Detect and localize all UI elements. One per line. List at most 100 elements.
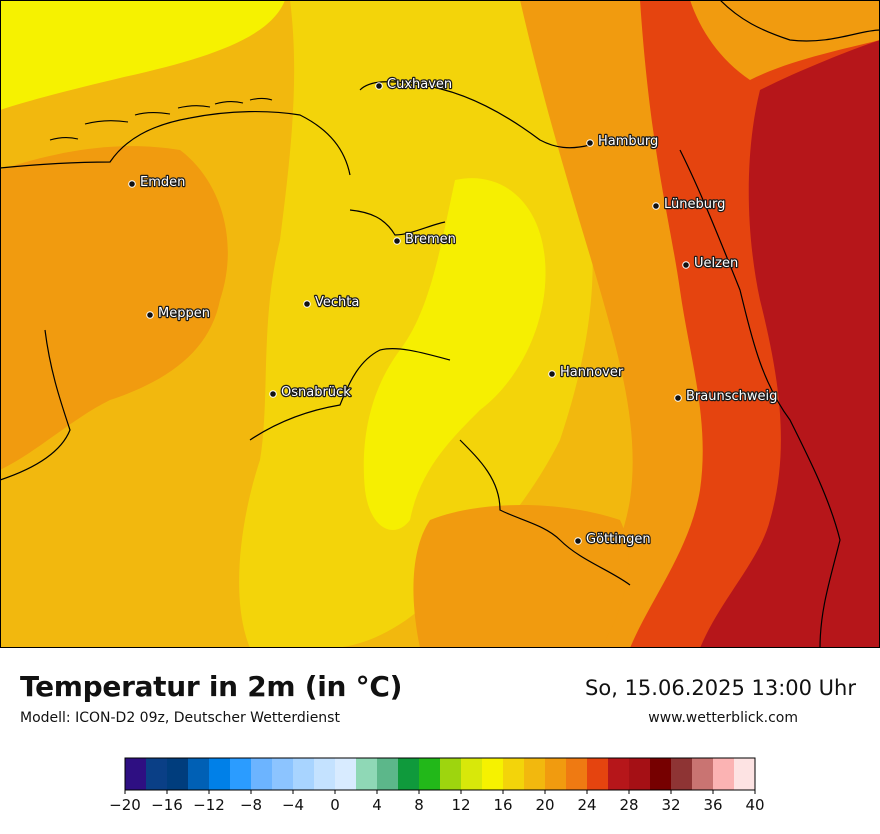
city-dot xyxy=(146,311,154,319)
border-north-east xyxy=(719,0,880,42)
legend-swatch xyxy=(482,758,504,790)
city-dot xyxy=(548,370,556,378)
legend-swatch xyxy=(167,758,189,790)
legend-swatch xyxy=(587,758,609,790)
legend-swatch xyxy=(125,758,147,790)
border-hesse xyxy=(459,439,631,586)
temperature-zone-cool-core xyxy=(363,178,546,531)
legend-swatch xyxy=(671,758,693,790)
legend-tick-label: 28 xyxy=(619,796,638,814)
city-hannover: Hannover xyxy=(548,364,625,381)
border-netherlands xyxy=(0,329,71,481)
legend-swatch xyxy=(377,758,399,790)
coastline-west xyxy=(0,110,351,176)
city-dot xyxy=(674,394,682,402)
legend-tick-label: −8 xyxy=(240,796,262,814)
legend-tick-label: 40 xyxy=(745,796,764,814)
legend-swatch xyxy=(461,758,483,790)
city-label: Cuxhaven xyxy=(387,77,452,92)
city-markers: Cuxhaven Hamburg Emden Lüneburg Bremen U… xyxy=(128,76,779,548)
city-dot xyxy=(682,261,690,269)
border-nrw xyxy=(249,348,451,441)
city-lueneburg: Lüneburg xyxy=(652,196,727,213)
legend-swatch xyxy=(314,758,336,790)
city-label: Bremen xyxy=(405,232,456,247)
city-dot xyxy=(393,237,401,245)
legend-frame xyxy=(124,757,756,791)
legend-swatch xyxy=(608,758,630,790)
borders xyxy=(0,0,880,648)
city-label: Lüneburg xyxy=(664,197,725,212)
legend-swatch xyxy=(398,758,420,790)
color-legend: −20 −16 −12 −8 −4 0 4 8 12 16 20 24 28 32 36 40 xyxy=(0,750,880,830)
city-label: Hannover xyxy=(560,365,624,380)
legend-swatch xyxy=(230,758,252,790)
city-label: Meppen xyxy=(158,306,210,321)
legend-swatch xyxy=(251,758,273,790)
city-label: Vechta xyxy=(315,295,359,310)
city-label: Hamburg xyxy=(598,134,658,149)
legend-swatch xyxy=(293,758,315,790)
bremen-border xyxy=(349,209,446,236)
legend-swatch xyxy=(419,758,441,790)
border-east xyxy=(679,149,841,648)
legend-swatch xyxy=(545,758,567,790)
city-dot xyxy=(652,202,660,210)
island xyxy=(249,97,273,101)
city-emden: Emden xyxy=(128,174,187,191)
legend-tick-label: 32 xyxy=(661,796,680,814)
legend-swatch xyxy=(335,758,357,790)
city-label: Braunschweig xyxy=(686,389,777,404)
legend-swatch xyxy=(629,758,651,790)
city-label: Göttingen xyxy=(586,532,651,547)
temperature-zone-far-east xyxy=(700,40,880,648)
legend-tick-label: −16 xyxy=(151,796,183,814)
island xyxy=(84,120,129,125)
legend-tick-label: 0 xyxy=(330,796,340,814)
city-goettingen: Göttingen xyxy=(574,531,652,548)
legend-tick-label: 12 xyxy=(451,796,470,814)
city-vechta: Vechta xyxy=(303,294,361,311)
temperature-zone-south xyxy=(413,505,629,648)
city-dot xyxy=(375,82,383,90)
city-dot xyxy=(586,139,594,147)
city-hamburg: Hamburg xyxy=(586,133,659,150)
legend-swatch xyxy=(692,758,714,790)
legend-tick-label: 4 xyxy=(372,796,382,814)
map-canvas: Cuxhaven Hamburg Emden Lüneburg Bremen U… xyxy=(0,0,880,648)
city-meppen: Meppen xyxy=(146,305,211,322)
island xyxy=(134,112,171,116)
valid-time: So, 15.06.2025 13:00 Uhr xyxy=(585,676,856,700)
island xyxy=(49,137,79,141)
city-label: Uelzen xyxy=(694,256,738,271)
city-cuxhaven: Cuxhaven xyxy=(375,76,453,93)
island xyxy=(214,101,244,105)
elbe-estuary xyxy=(359,81,591,149)
temperature-zone-baltic xyxy=(690,0,880,80)
model-source: Modell: ICON-D2 09z, Deutscher Wetterdie… xyxy=(20,710,340,726)
legend-swatch xyxy=(272,758,294,790)
city-braunschweig: Braunschweig xyxy=(674,388,779,405)
map-title: Temperatur in 2m (in °C) xyxy=(20,670,403,703)
legend-tick-label: 36 xyxy=(703,796,722,814)
legend-tick-label: 16 xyxy=(493,796,512,814)
legend-tick-label: −12 xyxy=(193,796,225,814)
legend-tick-label: −20 xyxy=(109,796,141,814)
legend-swatch xyxy=(503,758,525,790)
city-label: Osnabrück xyxy=(281,385,351,400)
island xyxy=(177,105,211,109)
city-uelzen: Uelzen xyxy=(682,255,739,272)
website-link[interactable]: www.wetterblick.com xyxy=(648,710,798,726)
city-dot xyxy=(303,300,311,308)
legend-canvas: −20 −16 −12 −8 −4 0 4 8 12 16 20 24 28 32 36 40 xyxy=(109,757,765,814)
temperature-map: Cuxhaven Hamburg Emden Lüneburg Bremen U… xyxy=(0,0,880,648)
city-osnabrueck: Osnabrück xyxy=(269,384,352,401)
legend-swatch xyxy=(188,758,210,790)
legend-swatch xyxy=(650,758,672,790)
legend-swatch xyxy=(734,758,756,790)
legend-swatch xyxy=(440,758,462,790)
city-dot xyxy=(128,180,136,188)
legend-swatch xyxy=(146,758,168,790)
legend-tick-label: −4 xyxy=(282,796,304,814)
legend-swatch xyxy=(209,758,231,790)
